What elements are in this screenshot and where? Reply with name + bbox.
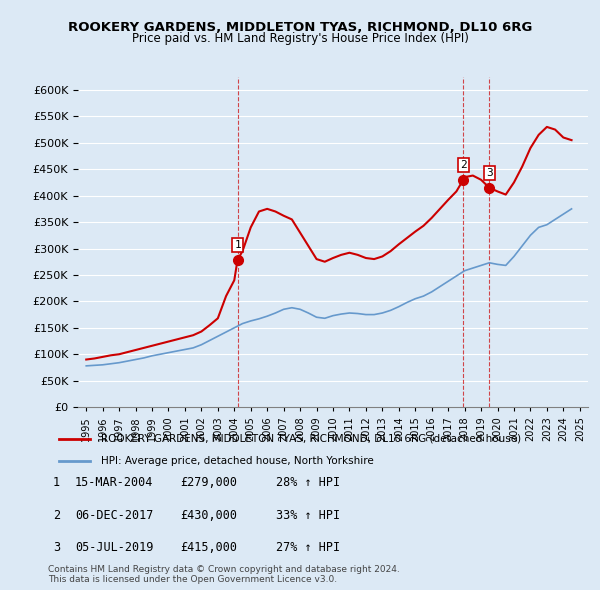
- Text: £415,000: £415,000: [180, 541, 237, 554]
- Text: 33% ↑ HPI: 33% ↑ HPI: [276, 509, 340, 522]
- Text: ROOKERY GARDENS, MIDDLETON TYAS, RICHMOND, DL10 6RG (detached house): ROOKERY GARDENS, MIDDLETON TYAS, RICHMON…: [101, 434, 521, 444]
- Text: 2: 2: [53, 509, 60, 522]
- Text: 28% ↑ HPI: 28% ↑ HPI: [276, 476, 340, 489]
- Text: Price paid vs. HM Land Registry's House Price Index (HPI): Price paid vs. HM Land Registry's House …: [131, 32, 469, 45]
- Text: £279,000: £279,000: [180, 476, 237, 489]
- Text: HPI: Average price, detached house, North Yorkshire: HPI: Average price, detached house, Nort…: [101, 456, 374, 466]
- Text: 15-MAR-2004: 15-MAR-2004: [75, 476, 154, 489]
- Text: 2: 2: [460, 160, 467, 171]
- Text: 06-DEC-2017: 06-DEC-2017: [75, 509, 154, 522]
- Text: Contains HM Land Registry data © Crown copyright and database right 2024.
This d: Contains HM Land Registry data © Crown c…: [48, 565, 400, 584]
- Text: 3: 3: [53, 541, 60, 554]
- Text: 1: 1: [53, 476, 60, 489]
- Text: ROOKERY GARDENS, MIDDLETON TYAS, RICHMOND, DL10 6RG: ROOKERY GARDENS, MIDDLETON TYAS, RICHMON…: [68, 21, 532, 34]
- Text: 3: 3: [486, 168, 493, 178]
- Text: 27% ↑ HPI: 27% ↑ HPI: [276, 541, 340, 554]
- Text: 1: 1: [234, 240, 241, 250]
- Text: 05-JUL-2019: 05-JUL-2019: [75, 541, 154, 554]
- Text: £430,000: £430,000: [180, 509, 237, 522]
